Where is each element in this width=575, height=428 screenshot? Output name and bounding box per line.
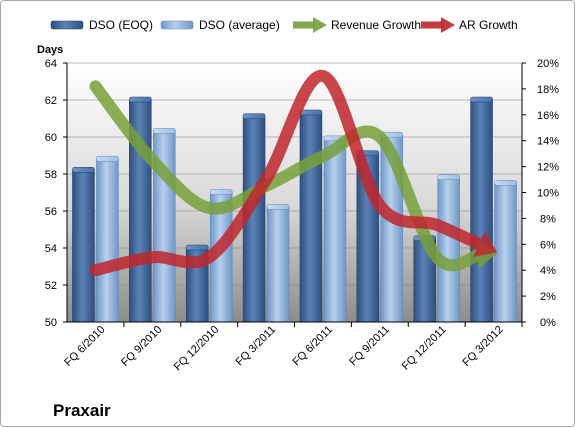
y-tick-label: 56 [45, 206, 57, 218]
bar-cap [96, 155, 119, 162]
bar-dso-average [437, 174, 460, 323]
y2-tick-label: 2% [540, 291, 556, 303]
y2-tick-label: 20% [537, 58, 559, 70]
x-tick-label: FQ 12/2010 [172, 324, 222, 374]
y-axis-title: Days [37, 44, 63, 56]
legend-label: DSO (EOQ) [89, 18, 153, 32]
legend-label: Revenue Growth [331, 18, 421, 32]
bar-cap [185, 244, 209, 251]
bar-cap [72, 167, 95, 173]
legend-item: Revenue Growth [293, 17, 421, 33]
bar-cap [494, 180, 517, 186]
x-tick-label: FQ 9/2010 [119, 324, 164, 369]
y2-tick-label: 4% [540, 265, 556, 277]
y-tick-label: 62 [45, 95, 57, 107]
bar-dso-eoq [299, 109, 323, 323]
y2-ticks: 0% 2% 4% 6% 8% 10% 12% 14% 16% 18% 20% [522, 58, 559, 329]
y-tick-label: 64 [45, 58, 57, 70]
y2-tick-label: 0% [540, 317, 556, 329]
y2-tick-label: 8% [540, 213, 556, 225]
bar-body [72, 170, 95, 323]
series-line [89, 69, 487, 277]
legend-arrow [313, 17, 327, 33]
y2-tick-label: 16% [537, 110, 559, 122]
bar-cap [242, 113, 266, 119]
legend-swatch [50, 20, 84, 30]
arrow-head [473, 231, 498, 257]
x-tick-label: FQ 3/2012 [460, 324, 505, 369]
line-ar-growth [89, 69, 498, 277]
bar-cap [129, 96, 152, 103]
y-tick-label: 52 [45, 280, 57, 292]
bar-cap [437, 174, 460, 180]
legend-item: DSO (EOQ) [50, 18, 153, 32]
bar-body [323, 138, 347, 323]
bar-cap [209, 189, 233, 195]
legend-label: DSO (average) [199, 18, 280, 32]
y-tick-label: 58 [45, 169, 57, 181]
bar-dso-average [96, 155, 119, 323]
x-tick-label: FQ 6/2010 [62, 324, 107, 369]
x-tick-label: FQ 6/2011 [290, 324, 335, 369]
bar-cap [470, 96, 493, 103]
y2-tick-label: 10% [537, 188, 559, 200]
bar-dso-average [494, 180, 517, 323]
x-tick-label: FQ 12/2011 [400, 324, 449, 373]
bar-dso-average [323, 135, 347, 323]
bar-body [437, 177, 460, 323]
bar-body [494, 183, 517, 323]
y2-tick-label: 12% [537, 162, 559, 174]
y-tick-label: 54 [45, 243, 57, 255]
x-tick-label: FQ 9/2011 [347, 324, 392, 369]
legend-item: DSO (average) [160, 18, 280, 32]
company-label: Praxair [53, 401, 111, 420]
bar-body [266, 207, 290, 323]
bar-dso-eoq [72, 167, 95, 323]
bar-body [470, 99, 493, 323]
bar-dso-average [209, 189, 233, 323]
bar-dso-eoq [242, 113, 266, 323]
growth-lines [89, 69, 498, 277]
bar-dso-average [266, 204, 290, 323]
x-tick-label: FQ 3/2011 [234, 324, 279, 369]
bar-dso-eoq [470, 96, 493, 323]
bar-cap [266, 204, 290, 210]
y2-tick-label: 6% [540, 239, 556, 251]
series-line [89, 80, 486, 272]
y-tick-label: 60 [45, 132, 57, 144]
legend: DSO (EOQ) DSO (average) Revenue Growth AR G… [50, 17, 518, 33]
bar-cap [153, 128, 176, 134]
bar-body [96, 158, 119, 323]
x-ticks: FQ 6/2010 FQ 9/2010 FQ 12/2010 FQ 3/2011 FQ … [62, 322, 523, 374]
y2-tick-label: 18% [537, 84, 559, 96]
legend-label: AR Growth [459, 18, 518, 32]
y2-tick-label: 14% [537, 136, 559, 148]
legend-arrow [441, 17, 455, 33]
bar-body [299, 112, 323, 323]
y-tick-label: 50 [45, 317, 57, 329]
legend-swatch [160, 20, 194, 30]
legend-item: AR Growth [421, 17, 518, 33]
bar-cap [299, 109, 323, 116]
y-ticks: 50 52 54 56 58 60 62 64 [45, 58, 67, 329]
